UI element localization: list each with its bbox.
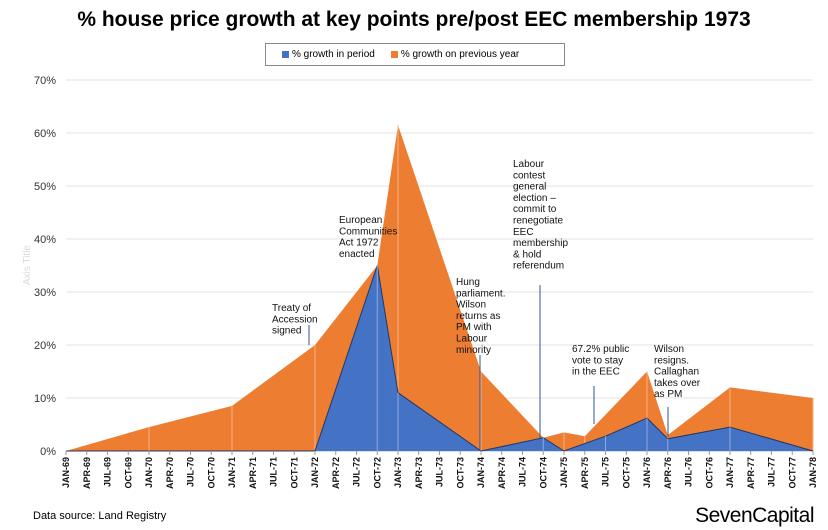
legend: % growth in period % growth on previous … — [265, 43, 565, 66]
area-growth-in-period — [66, 265, 813, 451]
chart-title: % house price growth at key points pre/p… — [77, 8, 751, 31]
annotation-line: Accession — [272, 314, 318, 325]
x-tick-label: OCT-72 — [372, 457, 382, 489]
x-tick-label: JAN-74 — [476, 457, 486, 488]
x-tick-label: JAN-69 — [61, 457, 71, 488]
annotation-line: minority — [456, 345, 491, 356]
annotation-line: vote to stay — [572, 355, 623, 366]
x-tick-label: APR-75 — [580, 457, 590, 489]
annotation-line: resigns. — [654, 355, 689, 366]
x-tick-label: JUL-74 — [518, 457, 528, 487]
y-tick-label: 10% — [34, 393, 56, 405]
legend-label-period: % growth in period — [292, 49, 375, 60]
y-tick-label: 40% — [34, 234, 56, 246]
x-tick-label: OCT-69 — [123, 457, 133, 489]
annotation-text: 67.2% public vote to stay in the EEC — [572, 344, 629, 378]
legend-swatch-period — [282, 51, 289, 58]
annotation-line: membership — [513, 238, 568, 249]
y-tick-label: 0% — [40, 446, 56, 458]
x-tick-label: OCT-75 — [621, 457, 631, 489]
annotation-line: as PM — [654, 389, 682, 400]
annotation-text: Treaty of Accession signed — [272, 303, 318, 337]
x-tick-label: JUL-76 — [684, 457, 694, 487]
annotation-line: PM with — [456, 322, 492, 333]
annotation-line: takes over — [654, 378, 701, 389]
annotation-line: & hold — [513, 249, 541, 260]
x-tick-label: JAN-77 — [725, 457, 735, 488]
annotation-text: European Communities Act 1972 enacted — [339, 215, 397, 260]
annotation-line: renegotiate — [513, 216, 563, 227]
annotation-line: contest — [513, 170, 545, 181]
line-growth-in-period — [66, 265, 814, 452]
annotation-line: Wilson — [654, 344, 684, 355]
x-tick-label: OCT-71 — [289, 457, 299, 489]
annotation-line: referendum — [513, 261, 564, 272]
area-growth-on-previous-year — [66, 125, 813, 451]
x-tick-label: JAN-75 — [559, 457, 569, 488]
x-tick-label: JUL-75 — [601, 457, 611, 487]
x-tick-label: APR-69 — [82, 457, 92, 489]
brand-logo: SevenCapital — [695, 504, 814, 527]
x-tick-label: JAN-76 — [642, 457, 652, 488]
x-tick-label: OCT-70 — [206, 457, 216, 489]
x-tick-label: JAN-70 — [144, 457, 154, 488]
legend-swatch-previous-year — [390, 51, 398, 58]
annotation-line: in the EEC — [572, 367, 620, 378]
annotation-line: Wilson — [456, 300, 486, 311]
annotation-line: Labour — [513, 159, 545, 170]
annotation-line: EEC — [513, 227, 534, 238]
annotation-text: Wilson resigns. Callaghan takes over as PM — [654, 344, 701, 400]
x-tick-label: JAN-71 — [227, 457, 237, 488]
legend-label-previous-year: % growth on previous year — [400, 49, 520, 60]
annotation-line: returns as — [456, 311, 500, 322]
annotation-line: Treaty of — [272, 303, 311, 314]
x-tick-label: JUL-70 — [186, 457, 196, 487]
annotation-line: Hung — [456, 277, 480, 288]
x-tick-label: JUL-72 — [352, 457, 362, 487]
x-tick-label: JAN-73 — [393, 457, 403, 488]
y-tick-label: 70% — [34, 75, 56, 87]
x-tick-label: APR-71 — [248, 457, 258, 489]
annotation-text: Hung parliament. Wilson returns as PM with La… — [456, 277, 505, 356]
annotation-line: 67.2% public — [572, 344, 629, 355]
annotation-line: enacted — [339, 249, 375, 260]
annotation-line: election – — [513, 193, 556, 204]
y-tick-label: 20% — [34, 340, 56, 352]
x-tick-label: JUL-69 — [103, 457, 113, 487]
data-source-label: Data source: Land Registry — [33, 510, 167, 522]
annotation-line: commit to — [513, 204, 557, 215]
x-tick-label: APR-70 — [165, 457, 175, 489]
annotation-line: general — [513, 182, 546, 193]
annotation-line: Callaghan — [654, 367, 699, 378]
annotation-line: signed — [272, 326, 301, 337]
x-tick-label: OCT-76 — [704, 457, 714, 489]
legend-item-previous-year: % growth on previous year — [375, 49, 519, 60]
y-tick-label: 50% — [34, 181, 56, 193]
x-tick-label: APR-73 — [414, 457, 424, 489]
x-tick-label: APR-76 — [663, 457, 673, 489]
x-tick-label: APR-77 — [746, 457, 756, 489]
x-tick-label: JUL-73 — [435, 457, 445, 487]
annotation-line: Communities — [339, 226, 397, 237]
annotation-line: Act 1972 — [339, 238, 379, 249]
x-tick-label: OCT-73 — [455, 457, 465, 489]
x-tick-label: APR-72 — [331, 457, 341, 489]
y-tick-label: 60% — [34, 128, 56, 140]
x-tick-label: OCT-77 — [787, 457, 797, 489]
annotation-line: Labour — [456, 334, 488, 345]
x-tick-label: JUL-71 — [269, 457, 279, 487]
y-axis-title: Axis Title — [22, 245, 33, 285]
annotation-line: parliament. — [456, 288, 505, 299]
y-tick-label: 30% — [34, 287, 56, 299]
legend-item-period: % growth in period — [266, 49, 375, 60]
x-tick-label: JUL-77 — [767, 457, 777, 487]
x-tick-label: JAN-72 — [310, 457, 320, 488]
x-tick-label: JAN-78 — [808, 457, 818, 488]
x-tick-label: OCT-74 — [538, 457, 548, 489]
annotation-line: European — [339, 215, 382, 226]
annotation-text: Labour contest general election – commit to r… — [513, 159, 568, 272]
x-tick-label: APR-74 — [497, 457, 507, 489]
